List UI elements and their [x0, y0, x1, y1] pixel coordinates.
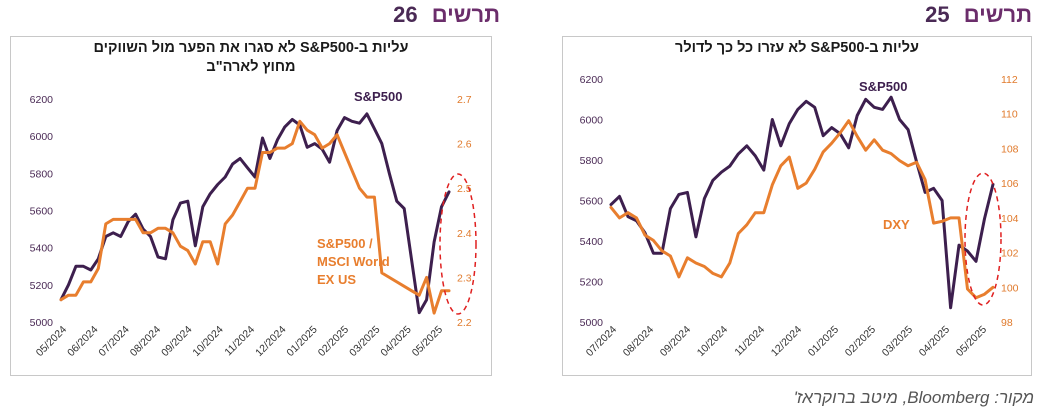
chart-26-title-line1: עליות ב-S&P500 לא סגרו את הפער מול השווק…: [93, 40, 409, 56]
left-axis-tick: 5200: [30, 280, 54, 292]
left-axis-tick: 5200: [580, 277, 604, 289]
chart-26-title-line2: מחוץ לארה"ב: [206, 59, 296, 75]
chart-26-plot: 6200 6000 5800 5600 5400 5200 5000 2.7 2.6 2.5 2.4…: [30, 89, 477, 359]
x-axis-tick: 07/2024: [96, 324, 131, 359]
x-axis-tick: 01/2025: [284, 324, 319, 359]
sp500-series-label: S&P500: [354, 89, 402, 104]
right-axis-tick: 100: [1001, 282, 1019, 294]
chart-25-title-line1: עליות ב-S&P500 לא עזרו כל כך לדולר: [674, 40, 920, 56]
right-axis-tick: 104: [1001, 213, 1019, 225]
figure-26-number: 26: [393, 2, 418, 27]
x-axis-tick: 09/2024: [159, 324, 194, 359]
left-axis-tick: 5800: [580, 155, 604, 167]
right-axis-tick: 106: [1001, 178, 1019, 190]
left-axis-tick: 5800: [30, 168, 54, 180]
highlight-ellipse: [964, 172, 1002, 306]
chart-25-title: עליות ב-S&P500 לא עזרו כל כך לדולר: [563, 39, 1031, 58]
x-axis-tick: 04/2025: [917, 324, 952, 359]
sp500-line: [59, 112, 451, 315]
x-axis-tick: 04/2025: [378, 324, 413, 359]
left-axis-tick: 6200: [580, 74, 604, 86]
x-axis-tick: 06/2024: [65, 324, 100, 359]
figure-25-heading: תרשים 25: [925, 2, 1032, 32]
figure-26-heading: תרשים 26: [393, 2, 500, 32]
ratio-series-label-line: S&P500 /: [317, 236, 373, 251]
figure-26-word: תרשים: [431, 2, 500, 27]
secondary-series-line: [609, 119, 995, 300]
left-axis-tick: 5000: [30, 317, 54, 329]
x-axis-tick: 12/2024: [769, 324, 804, 359]
x-axis-tick: 08/2024: [621, 324, 656, 359]
left-axis-tick: 5600: [580, 196, 604, 208]
highlight-ellipse: [439, 173, 477, 315]
x-axis-tick: 11/2024: [222, 324, 257, 359]
right-axis-tick: 102: [1001, 248, 1019, 260]
right-axis-tick: 2.7: [457, 94, 472, 106]
left-axis-tick: 6200: [30, 94, 54, 106]
x-axis-tick: 05/2025: [954, 324, 989, 359]
x-axis-tick: 11/2024: [732, 324, 767, 359]
sp500-line: [609, 95, 995, 310]
x-axis-tick: 05/2025: [410, 324, 445, 359]
secondary-series-line: [59, 119, 451, 315]
x-axis-tick: 10/2024: [190, 324, 225, 359]
source-note: מקור: Bloomberg, מיטב ברוקראז': [793, 388, 1034, 407]
right-axis-tick: 2.2: [457, 317, 472, 329]
ratio-series-label-line: MSCI World: [317, 254, 390, 269]
x-axis-tick: 01/2025: [806, 324, 841, 359]
x-axis-tick: 02/2025: [316, 324, 351, 359]
figure-25-word: תרשים: [963, 2, 1032, 27]
chart-panel-26: עליות ב-S&P500 לא סגרו את הפער מול השווק…: [10, 36, 492, 376]
chart-panel-25: עליות ב-S&P500 לא עזרו כל כך לדולר 6200 6…: [562, 36, 1032, 376]
left-axis-tick: 5400: [30, 243, 54, 255]
x-axis-tick: 03/2025: [347, 324, 382, 359]
left-axis-tick: 6000: [580, 115, 604, 127]
x-axis-tick: 10/2024: [695, 324, 730, 359]
x-axis-tick: 12/2024: [253, 324, 288, 359]
dxy-series-label: DXY: [883, 217, 910, 232]
right-axis-tick: 112: [1001, 74, 1018, 86]
right-axis-tick: 2.3: [457, 272, 472, 284]
sp500-series-label: S&P500: [859, 79, 907, 94]
right-axis-tick: 110: [1001, 109, 1018, 121]
left-axis-tick: 5400: [580, 236, 604, 248]
chart-26-title: עליות ב-S&P500 לא סגרו את הפער מול השווק…: [11, 39, 491, 77]
x-axis-tick: 03/2025: [880, 324, 915, 359]
chart-25-plot: 6200 6000 5800 5600 5400 5200 5000 112 110 108 106…: [580, 74, 1019, 359]
x-axis-tick: 08/2024: [128, 324, 163, 359]
left-axis-tick: 5000: [580, 317, 604, 329]
left-axis-tick: 5600: [30, 206, 54, 218]
right-axis-tick: 2.4: [457, 228, 472, 240]
right-axis-tick: 98: [1001, 317, 1013, 329]
left-axis-tick: 6000: [30, 131, 54, 143]
figure-25-number: 25: [925, 2, 950, 27]
right-axis-tick: 2.5: [457, 183, 472, 195]
x-axis-tick: 09/2024: [658, 324, 693, 359]
x-axis-tick: 02/2025: [843, 324, 878, 359]
right-axis-tick: 2.6: [457, 139, 472, 151]
ratio-series-label-line: EX US: [317, 272, 356, 287]
right-axis-tick: 108: [1001, 143, 1019, 155]
